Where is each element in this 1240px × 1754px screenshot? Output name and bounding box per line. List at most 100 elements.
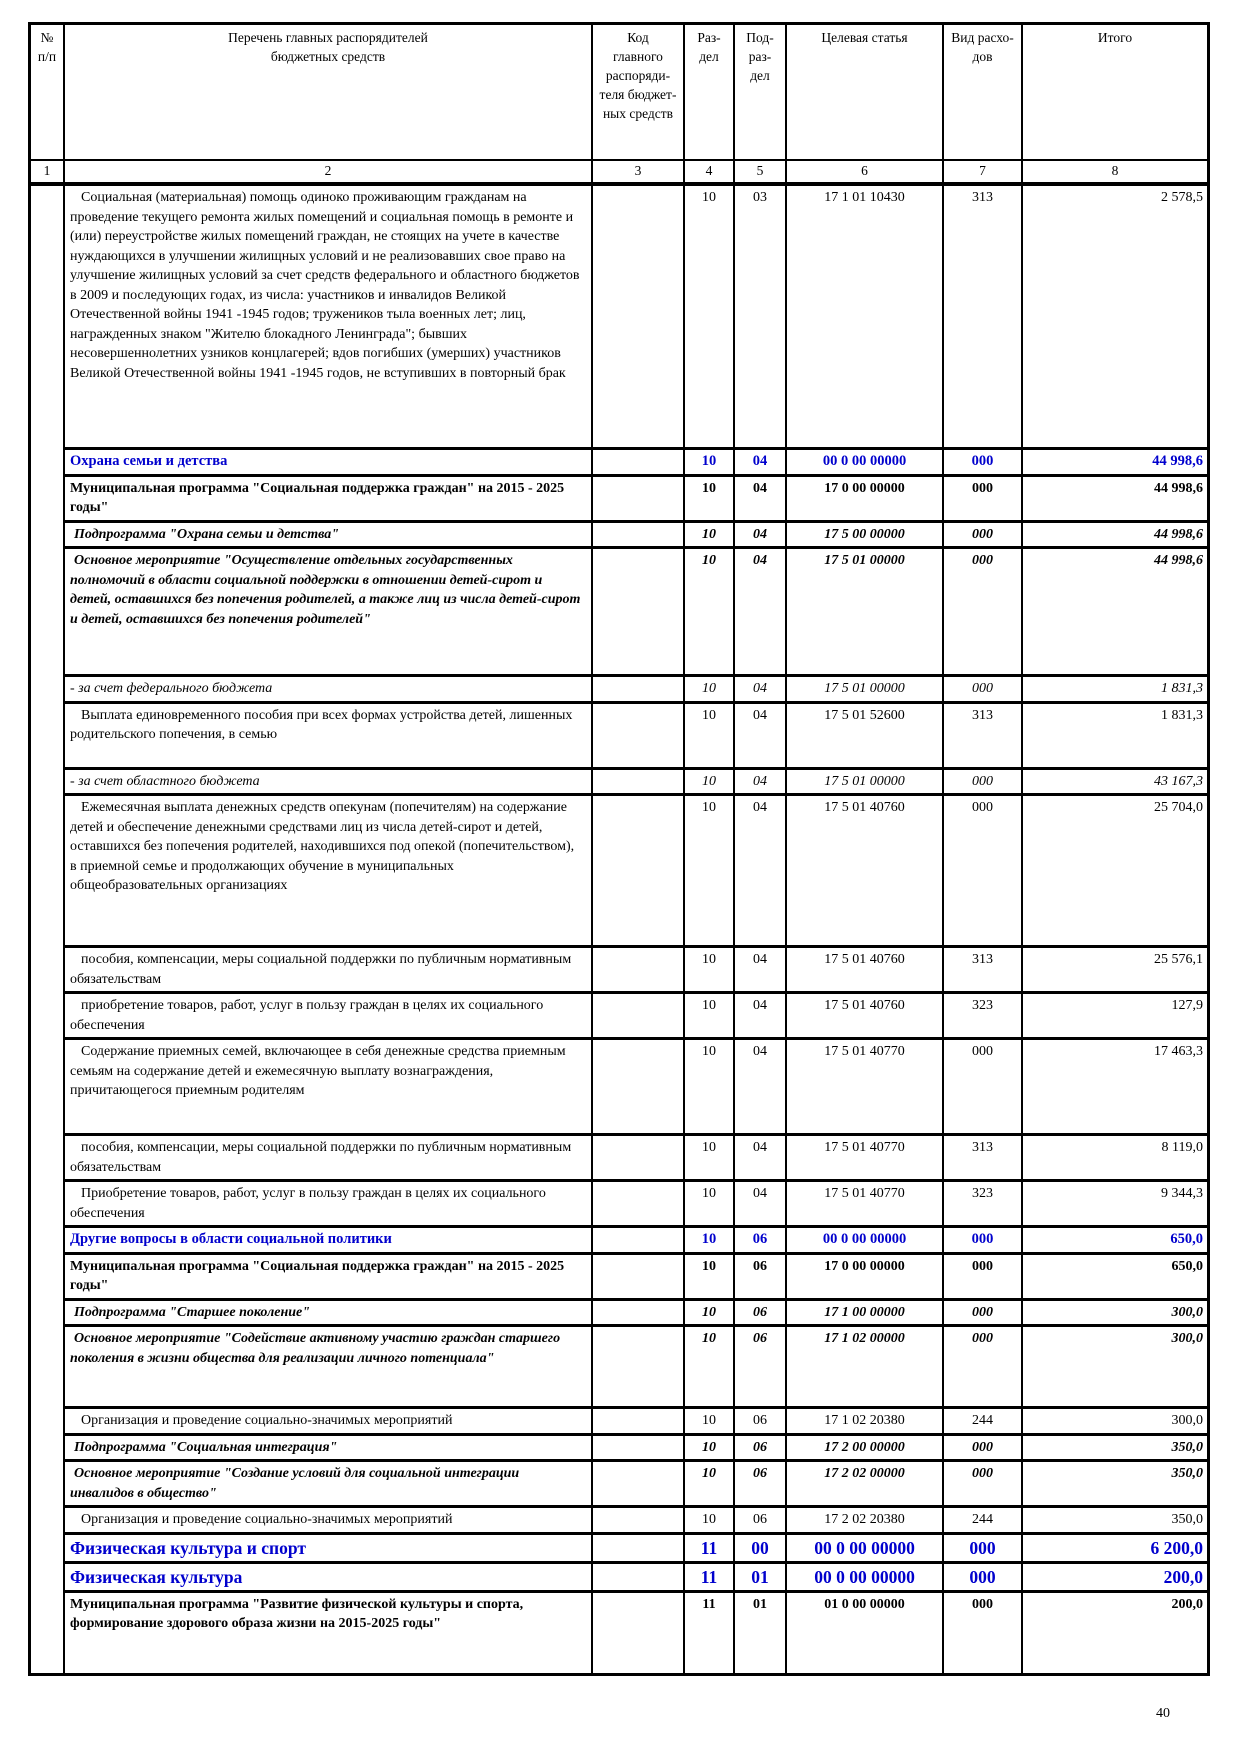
cell-expenditure-name: Организация и проведение социально-значи… (65, 1508, 593, 1532)
cell-recipient-code (593, 549, 685, 674)
cell-razdel: 10 (685, 450, 735, 474)
cell-expenditure-name: Муниципальная программа "Социальная подд… (65, 476, 593, 520)
cell-total: 1 831,3 (1161, 681, 1203, 696)
cell-target-article: 17 2 02 20380 (787, 1508, 944, 1532)
budget-expenditure-table: № п/п Перечень главных распорядителей бюд… (28, 22, 1210, 1676)
table-row: Организация и проведение социально-значи… (65, 1409, 1207, 1436)
cell-recipient-code (593, 1300, 685, 1324)
table-row: Приобретение товаров, работ, услуг в пол… (65, 1182, 1207, 1228)
cell-podrazdel: 04 (735, 1136, 787, 1179)
cell-total: 350,0 (1171, 1466, 1204, 1481)
cell-recipient-code (593, 1182, 685, 1225)
cell-expenditure-name: Содержание приемных семей, включающее в … (65, 1040, 593, 1133)
cell-razdel: 10 (685, 476, 735, 520)
cell-expense-type: 313 (944, 948, 1023, 991)
cell-recipient-code (593, 1563, 685, 1590)
cell-podrazdel: 06 (735, 1254, 787, 1298)
table-row: Другие вопросы в области социальной поли… (65, 1228, 1207, 1255)
cell-podrazdel: 06 (735, 1435, 787, 1459)
cell-total: 2 578,5 (1161, 190, 1203, 205)
cell-podrazdel: 04 (735, 450, 787, 474)
cell-target-article: 17 5 01 40770 (787, 1040, 944, 1133)
cell-razdel: 10 (685, 1435, 735, 1459)
col-header-recipients: Перечень главных распорядителей бюджетны… (65, 25, 593, 159)
cell-expense-type: 323 (944, 994, 1023, 1037)
cell-razdel: 10 (685, 1508, 735, 1532)
cell-expenditure-name: Выплата единовременного пособия при всех… (65, 703, 593, 767)
cell-recipient-code (593, 1534, 685, 1561)
col-number-6: 6 (787, 161, 944, 182)
cell-expenditure-name: Приобретение товаров, работ, услуг в пол… (65, 1182, 593, 1225)
cell-total: 25 576,1 (1154, 952, 1203, 967)
table-body: Социальная (материальная) помощь одиноко… (31, 186, 1207, 1673)
cell-expense-type: 000 (944, 1327, 1023, 1406)
cell-expense-type: 000 (944, 796, 1023, 945)
cell-total: 350,0 (1171, 1439, 1204, 1455)
cell-recipient-code (593, 186, 685, 447)
cell-expenditure-name: Другие вопросы в области социальной поли… (65, 1228, 593, 1252)
cell-expenditure-name: Физическая культура (65, 1563, 593, 1590)
cell-target-article: 17 1 00 00000 (787, 1300, 944, 1324)
cell-recipient-code (593, 769, 685, 793)
cell-total: 17 463,3 (1154, 1044, 1203, 1059)
cell-expense-type: 323 (944, 1182, 1023, 1225)
cell-razdel: 10 (685, 703, 735, 767)
cell-recipient-code (593, 1592, 685, 1673)
table-row: Основное мероприятие "Создание условий д… (65, 1462, 1207, 1508)
cell-podrazdel: 04 (735, 1040, 787, 1133)
table-row: Муниципальная программа "Социальная подд… (65, 476, 1207, 523)
cell-razdel: 10 (685, 1462, 735, 1505)
cell-expenditure-name: пособия, компенсации, меры социальной по… (65, 1136, 593, 1179)
cell-expenditure-name: Основное мероприятие "Осуществление отде… (65, 549, 593, 674)
cell-expenditure-name: Муниципальная программа "Социальная подд… (65, 1254, 593, 1298)
cell-razdel: 10 (685, 1228, 735, 1252)
table-row: Муниципальная программа "Развитие физиче… (65, 1592, 1207, 1673)
cell-recipient-code (593, 796, 685, 945)
col-header-code: Код главного распоряди- теля бюджет- ных… (593, 25, 685, 159)
cell-target-article: 17 5 01 40760 (787, 994, 944, 1037)
cell-podrazdel: 06 (735, 1228, 787, 1252)
cell-expense-type: 244 (944, 1508, 1023, 1532)
cell-podrazdel: 04 (735, 796, 787, 945)
cell-recipient-code (593, 703, 685, 767)
cell-total: 8 119,0 (1161, 1140, 1203, 1155)
cell-podrazdel: 06 (735, 1300, 787, 1324)
cell-expense-type: 000 (944, 1592, 1023, 1673)
cell-total: 650,0 (1171, 1258, 1204, 1274)
table-row: - за счет областного бюджета 10 04 17 5 01 … (65, 769, 1207, 796)
col-header-podrazdel: Под- раз- дел (735, 25, 787, 159)
table-row: Подпрограмма "Социальная интеграция" 10 06… (65, 1435, 1207, 1462)
cell-total: 127,9 (1171, 998, 1204, 1013)
cell-expenditure-name: пособия, компенсации, меры социальной по… (65, 948, 593, 991)
cell-razdel: 10 (685, 948, 735, 991)
cell-target-article: 17 5 01 40770 (787, 1136, 944, 1179)
cell-expense-type: 000 (944, 450, 1023, 474)
cell-razdel: 11 (685, 1592, 735, 1673)
cell-recipient-code (593, 450, 685, 474)
col-number-2: 2 (65, 161, 593, 182)
cell-total: 44 998,6 (1154, 553, 1203, 568)
col-header-total: Итого (1097, 30, 1133, 45)
cell-target-article: 17 5 01 40760 (787, 796, 944, 945)
cell-podrazdel: 06 (735, 1508, 787, 1532)
cell-expenditure-name: - за счет областного бюджета (65, 769, 593, 793)
table-row: Организация и проведение социально-значи… (65, 1508, 1207, 1535)
col-number-4: 4 (685, 161, 735, 182)
cell-recipient-code (593, 1136, 685, 1179)
cell-target-article: 17 5 01 40770 (787, 1182, 944, 1225)
cell-target-article: 00 0 00 00000 (787, 1228, 944, 1252)
cell-recipient-code (593, 994, 685, 1037)
cell-target-article: 17 0 00 00000 (787, 476, 944, 520)
table-row: Подпрограмма "Охрана семьи и детства" 10 0… (65, 522, 1207, 549)
cell-target-article: 17 5 01 00000 (787, 677, 944, 701)
cell-razdel: 10 (685, 1254, 735, 1298)
cell-podrazdel: 04 (735, 549, 787, 674)
cell-target-article: 17 1 01 10430 (787, 186, 944, 447)
cell-expense-type: 000 (944, 677, 1023, 701)
cell-razdel: 10 (685, 1136, 735, 1179)
cell-razdel: 10 (685, 1409, 735, 1433)
cell-target-article: 17 5 01 00000 (787, 769, 944, 793)
cell-total: 43 167,3 (1154, 773, 1203, 789)
cell-expense-type: 000 (944, 1228, 1023, 1252)
